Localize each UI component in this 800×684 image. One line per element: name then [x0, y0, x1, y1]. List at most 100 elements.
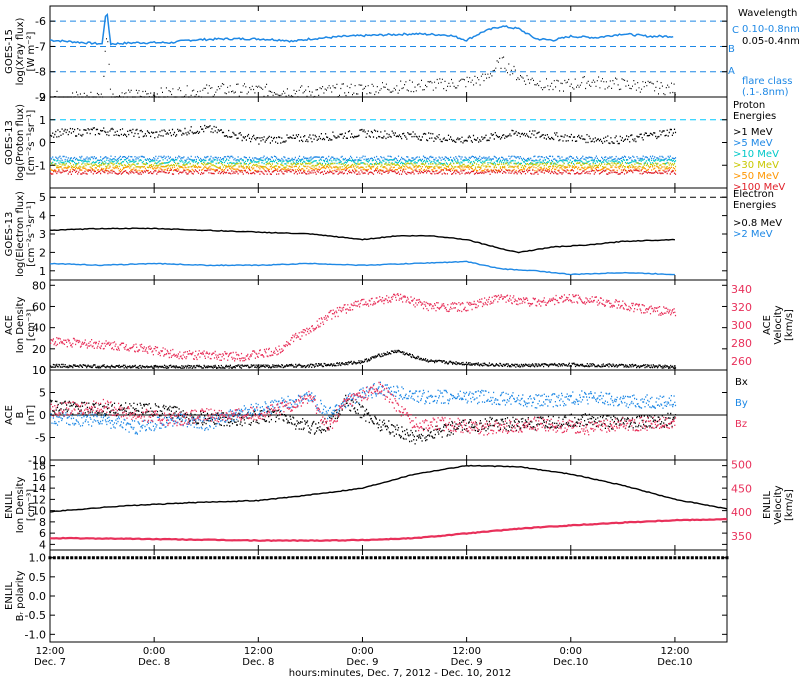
proton-legend-title2: Energies	[733, 111, 776, 122]
electron-legend-title1: Electron	[733, 189, 774, 200]
y-tick-label-ace_b: 10	[32, 364, 46, 377]
y-tick-label-ace_b: -10	[28, 454, 46, 467]
y-right-label-enlil_plasma: [km/s]	[784, 489, 795, 521]
series-ace_plasma-1	[50, 293, 677, 362]
y-tick-label-ace_b: -5	[35, 432, 46, 445]
y-tick-label-enlil_plasma: 8	[39, 516, 46, 529]
series-ace_b-2	[50, 381, 677, 436]
x-tick-date-label: Dec. 8	[242, 657, 274, 668]
panel-frame-enlil_polarity	[49, 549, 728, 643]
series-ace_b-0	[50, 394, 677, 445]
electron-legend-gt2: >2 MeV	[733, 229, 773, 240]
electron-legend-gt08: >0.8 MeV	[733, 218, 782, 229]
y-tick-label-enlil_polarity: -0.5	[25, 609, 46, 622]
y-tick-label-protons: 2	[39, 91, 46, 104]
y-right-label-ace_plasma: [km/s]	[784, 309, 795, 341]
y-tick-label-ace_plasma: 0	[39, 364, 46, 377]
y-right-label-ace_plasma: ACE	[762, 315, 773, 335]
series-electrons-0	[49, 227, 676, 254]
y-tick-label-electrons: 5	[39, 191, 46, 204]
y-tick-label-enlil_plasma: 16	[32, 471, 46, 484]
series-xray-0	[50, 13, 674, 46]
panel-frame-electrons	[49, 187, 728, 281]
y-tick-label-electrons: 4	[39, 210, 46, 223]
y-label-protons: [cm⁻²s⁻¹sr⁻¹]	[26, 110, 37, 176]
x-tick-time-label: 0:00	[351, 646, 373, 657]
x-tick-date-label: Dec. 9	[451, 657, 483, 668]
xray-ref-b-label: B	[728, 44, 735, 55]
y-label-ace_b: B	[15, 411, 26, 418]
panel-frame-ace_plasma	[49, 279, 728, 371]
y-right-tick-label-ace_plasma: 260	[731, 355, 752, 368]
x-tick-time-label: 0:00	[560, 646, 582, 657]
y-tick-label-xray: -7	[35, 40, 46, 53]
xray-ref-a-label: A	[728, 66, 735, 77]
y-tick-label-electrons: 3	[39, 228, 46, 241]
electron-legend-title2: Energies	[733, 200, 776, 211]
y-label-ace_b: [nT]	[26, 405, 37, 425]
panel-frames	[49, 5, 728, 643]
x-axis-label: hours:minutes, Dec. 7, 2012 - Dec. 10, 2…	[289, 668, 511, 679]
data-layer	[48, 13, 729, 560]
series-ace_plasma-0	[50, 349, 677, 369]
xray-ref-c-label: C	[732, 25, 739, 36]
bx-legend: Bx	[735, 377, 748, 388]
y-right-tick-label-ace_plasma: 320	[731, 301, 752, 314]
y-tick-label-ace_plasma: 20	[32, 343, 46, 356]
y-label-ace_plasma: [cm⁻³]	[26, 309, 37, 341]
y-right-tick-label-ace_plasma: 340	[731, 283, 752, 296]
y-label-electrons: GOES-13	[4, 212, 15, 257]
y-tick-label-enlil_plasma: 12	[32, 493, 46, 506]
y-label-ace_plasma: Ion Density	[15, 297, 26, 354]
proton-legend-gt50: >50 MeV	[733, 171, 779, 182]
y-label-enlil_polarity: ENLIL	[4, 582, 15, 610]
y-right-tick-label-ace_plasma: 300	[731, 319, 752, 332]
y-tick-label-protons: -1	[35, 159, 46, 172]
y-tick-label-enlil_plasma: 14	[32, 482, 46, 495]
y-tick-label-enlil_plasma: 18	[32, 460, 46, 473]
proton-legend-gt1: >1 MeV	[733, 127, 773, 138]
flare-class-label: flare class	[742, 76, 792, 87]
y-tick-label-electrons: 1	[39, 265, 46, 278]
y-label-xray: GOES-15	[4, 29, 15, 74]
proton-legend-gt10: >10 MeV	[733, 149, 779, 160]
y-label-ace_plasma: ACE	[4, 315, 15, 335]
by-legend: By	[735, 398, 748, 409]
y-label-xray: [W m⁻²]	[26, 31, 37, 71]
y-tick-label-enlil_plasma: 6	[39, 527, 46, 540]
y-label-electrons: [cm⁻²s⁻¹sr⁻¹]	[26, 201, 37, 267]
y-label-electrons: log(Electron flux)	[15, 191, 26, 277]
y-tick-label-ace_b: 0	[39, 409, 46, 422]
y-label-enlil_polarity: Bᵣ polarity	[15, 571, 26, 622]
y-right-label-enlil_plasma: ENLIL	[762, 491, 773, 519]
y-tick-label-protons: 0	[39, 137, 46, 150]
x-tick-time-label: 12:00	[661, 646, 690, 657]
y-label-enlil_plasma: [cm⁻³]	[26, 489, 37, 521]
y-tick-label-electrons: 2	[39, 246, 46, 259]
y-right-tick-label-enlil_plasma: 450	[731, 482, 752, 495]
y-label-enlil_plasma: Ion Density	[15, 477, 26, 534]
ace-b-legend: Bx By Bz	[735, 377, 748, 430]
y-right-tick-label-enlil_plasma: 350	[731, 530, 752, 543]
series-protons-1	[50, 155, 677, 162]
x-tick-date-label: Dec. 9	[346, 657, 378, 668]
proton-legend-title1: Proton	[733, 100, 765, 111]
y-right-tick-label-enlil_plasma: 400	[731, 506, 752, 519]
proton-legend-gt100: >100 MeV	[733, 182, 785, 193]
y-label-protons: GOES-13	[4, 120, 15, 165]
x-tick-date-label: Dec.10	[657, 657, 692, 668]
proton-legend: Proton Energies >1 MeV >5 MeV >10 MeV >3…	[733, 100, 785, 193]
xray-legend-short: 0.05-0.4nm	[742, 36, 800, 47]
x-tick-date-label: Dec. 7	[34, 657, 66, 668]
proton-legend-gt30: >30 MeV	[733, 160, 779, 171]
y-tick-label-xray: -9	[35, 91, 46, 104]
series-enlil_plasma-1	[50, 517, 728, 543]
y-right-tick-label-ace_plasma: 280	[731, 337, 752, 350]
series-protons-2	[50, 158, 677, 165]
xray-legend: Wavelength C 0.10-0.8nm 0.05-0.4nm B A f…	[728, 8, 800, 98]
panel-frame-xray	[49, 5, 728, 98]
x-tick-time-label: 12:00	[452, 646, 481, 657]
y-tick-label-xray: -8	[35, 66, 46, 79]
